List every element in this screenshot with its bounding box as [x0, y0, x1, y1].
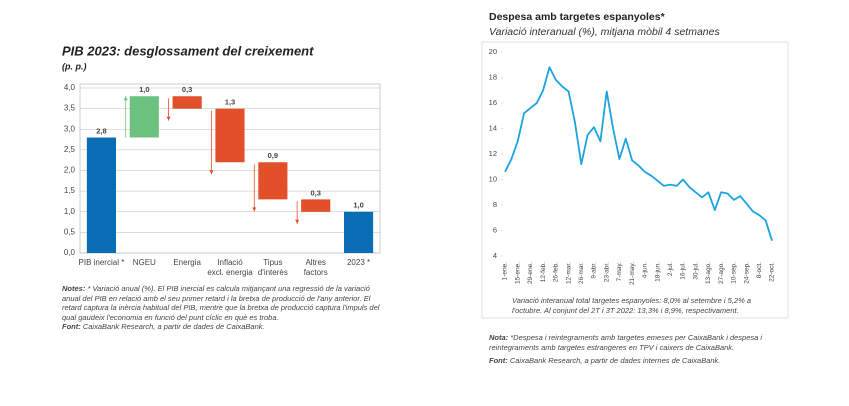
y-tick-label: 1,0	[64, 207, 76, 216]
notes-text: * Variació anual (%). El PIB inercial es…	[62, 284, 380, 322]
arrow-head	[252, 207, 257, 212]
line	[504, 66, 773, 241]
x-tick-label: 22-oct.	[769, 262, 776, 282]
x-tick-label: 2023 *	[346, 258, 371, 267]
source-label: Font:	[62, 322, 81, 331]
x-tick-label: 12-mar.	[565, 262, 572, 284]
source-text: CaixaBank Research, a partir de dades in…	[509, 356, 721, 365]
y-tick-label: 4	[493, 251, 497, 260]
x-tick-label: 29-ene.	[527, 262, 534, 284]
y-tick-label: 14	[489, 123, 497, 132]
source: Font: CaixaBank Research, a partir de da…	[489, 356, 779, 366]
x-tick-label: 27-ago.	[718, 262, 725, 284]
x-tick-label: 12-feb.	[540, 262, 547, 282]
notes-label: Notes:	[62, 284, 86, 293]
value-label: 1,3	[225, 98, 235, 107]
y-tick-label: 1,5	[64, 186, 76, 195]
bar	[344, 211, 374, 253]
y-tick-label: 6	[493, 225, 497, 234]
x-tick-label: 18-jun.	[654, 262, 661, 282]
x-tick-label: 10-sep.	[731, 262, 738, 284]
x-tick-label: 7-may.	[616, 262, 623, 282]
x-tick-label: 30-jul.	[692, 262, 699, 280]
x-tick-label: PIB inercial *	[78, 258, 125, 267]
arrow-head	[123, 96, 128, 101]
y-tick-label: 4,0	[64, 83, 76, 92]
y-tick-label: 12	[489, 149, 497, 158]
notes: Notes: * Variació anual (%). El PIB iner…	[62, 284, 384, 332]
x-tick-label: 16-jul.	[680, 262, 687, 280]
x-tick-label: Inflació excl. energia	[207, 258, 253, 277]
chart-subtitle: (p. p.)	[62, 61, 87, 71]
bar	[301, 199, 331, 212]
value-label: 1,0	[353, 201, 363, 210]
notes-text: *Despesa i reintegraments amb targetes e…	[489, 333, 763, 352]
y-tick-label: 18	[489, 72, 497, 81]
y-tick-label: 3,0	[64, 124, 76, 133]
x-tick-label: 26-feb.	[553, 262, 560, 282]
y-tick-label: 20	[489, 47, 497, 56]
y-tick-label: 2,5	[64, 145, 76, 154]
source-label: Font:	[489, 356, 508, 365]
notes: Nota: *Despesa i reintegraments amb targ…	[489, 333, 779, 352]
x-tick-label: 26-mar.	[578, 262, 585, 284]
x-tick-label: 21-may.	[629, 262, 636, 285]
x-tick-label: 4-jun.	[642, 262, 649, 278]
x-tick-label: Altres factors	[303, 258, 328, 277]
x-tick-label: Tipus d'interès	[257, 258, 288, 277]
x-tick-label: 23-abr.	[603, 262, 610, 282]
source-text: CaixaBank Research, a partir de dades de…	[82, 322, 265, 331]
chart-subtitle: Variació interanual (%), mitjana mòbil 4…	[489, 26, 720, 38]
x-tick-label: 1-ene.	[502, 262, 509, 281]
value-label: 0,9	[268, 151, 278, 160]
plot-frame	[481, 41, 789, 319]
value-label: 1,0	[139, 85, 149, 94]
x-tick-label: 8-oct.	[756, 262, 763, 278]
bar	[129, 96, 159, 138]
chart-title: Despesa amb targetes espanyoles*	[489, 11, 666, 23]
y-tick-label: 0,5	[64, 227, 76, 236]
value-label: 2,8	[96, 126, 106, 135]
y-tick-label: 10	[489, 174, 497, 183]
bar	[86, 137, 116, 253]
x-tick-label: 9-abr.	[591, 262, 598, 279]
y-tick-label: 2,0	[64, 166, 76, 175]
y-tick-label: 0,0	[64, 248, 76, 257]
bar	[258, 162, 288, 200]
x-tick-label: 24-sep.	[743, 262, 750, 284]
chart-title: PIB 2023: desglossament del creixement	[62, 43, 314, 58]
y-tick-label: 16	[489, 98, 497, 107]
y-tick-label: 8	[493, 200, 497, 209]
notes-label: Nota:	[489, 333, 509, 342]
bar	[215, 108, 245, 163]
x-tick-label: Energia	[173, 258, 201, 267]
x-tick-label: 13-ago.	[705, 262, 712, 284]
arrow-head	[209, 170, 214, 175]
value-label: 0,3	[182, 85, 192, 94]
x-tick-label: 15-ene.	[514, 262, 521, 284]
y-tick-label: 3,5	[64, 104, 76, 113]
x-tick-label: NGEU	[132, 258, 156, 267]
x-tick-label: 2-jul.	[667, 262, 674, 276]
bar	[172, 96, 202, 109]
arrow-head	[166, 116, 171, 121]
arrow-head	[295, 219, 300, 224]
annotation: Variació interanual total targetes espan…	[512, 296, 752, 315]
value-label: 0,3	[310, 188, 320, 197]
